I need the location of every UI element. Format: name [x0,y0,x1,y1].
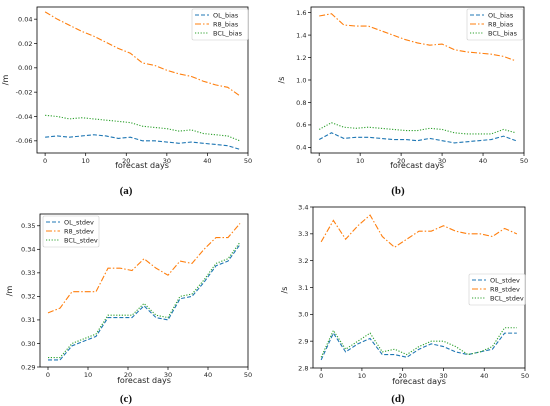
x-tick-label: 10 [358,372,366,380]
y-tick-label: 2.8 [298,364,308,372]
x-tick-label: 10 [84,371,92,379]
y-axis-label: /m [1,75,10,86]
legend-label: R8_stdev [64,227,94,235]
y-tick-label: 0.29 [21,363,35,371]
panel-label: (a) [120,185,133,197]
x-tick-label: 40 [203,157,211,165]
x-tick-label: 50 [244,371,252,379]
x-tick-label: 30 [439,372,447,380]
legend-label: OL_stdev [64,218,94,226]
legend-box [191,8,249,41]
x-tick-label: 0 [46,371,50,379]
y-tick-label: 1.4 [296,31,306,39]
chart-panel-3: 0 10 20 30 40 50 3.4 3.3 3.2 3.1 3.0 2.9 2.8/s foreca… [280,203,529,405]
legend-box [468,273,526,306]
panel-label: (c) [120,393,133,405]
x-tick-label: 0 [319,372,323,380]
y-tick-label: 3.1 [298,284,308,292]
series-line-R8_stdev [320,214,518,248]
y-tick-label: -0.06 [16,137,33,145]
y-tick-label: 0.00 [18,64,32,72]
series-line-R8_stdev [47,223,241,314]
x-tick-label: 50 [244,157,252,165]
series-line-OL_stdev [320,331,517,361]
x-tick-label: 10 [356,157,364,165]
y-tick-label: 0.32 [21,293,35,301]
x-axis-label: forecast days [392,377,446,386]
legend-label: BCL_stdev [490,294,524,302]
chart-panel-2: 0 10 20 30 40 50 0.35 0.34 0.33 0.32 0.31 0.30 0.29 /… [5,213,252,405]
x-tick-label: 0 [43,157,47,165]
y-tick-label: 0.4 [296,144,306,152]
y-tick-label: 2.9 [298,337,308,345]
series-line-BCL_stdev [320,327,517,358]
plot-frame [39,213,249,368]
y-tick-label: -0.02 [16,88,33,96]
y-tick-label: 1.6 [296,9,306,17]
panel-label: (b) [391,185,405,197]
series-line-R8_bias [319,13,516,62]
x-tick-label: 40 [479,157,487,165]
y-axis-label: /s [280,287,289,294]
legend-label: R8_bias [213,20,239,28]
series-line-BCL_stdev [48,241,241,359]
x-tick-label: 30 [438,157,446,165]
y-tick-label: 0.30 [21,340,35,348]
plot-frame [36,6,249,154]
panel-label: (d) [391,393,405,405]
x-tick-label: 20 [122,157,130,165]
legend-box [42,215,100,248]
x-tick-label: 20 [399,372,407,380]
x-tick-label: 20 [124,371,132,379]
y-tick-label: 1.2 [296,54,306,62]
legend-label: OL_stdev [490,276,520,284]
x-tick-label: 0 [317,157,321,165]
y-tick-label: 3.2 [298,257,308,265]
y-tick-label: 3.4 [298,203,308,211]
y-tick-label: 0.6 [296,121,306,129]
y-tick-label: 0.33 [21,269,35,277]
x-tick-label: 30 [163,157,171,165]
y-tick-label: -0.04 [16,113,33,121]
series-line-R8_bias [44,11,241,97]
x-tick-label: 30 [164,371,172,379]
x-tick-label: 10 [82,157,90,165]
y-tick-label: 3.3 [298,230,308,238]
chart-panel-1: 0 10 20 30 40 50 1.6 1.4 1.2 1.0 0.8 0.6 0.4/s foreca… [277,6,528,197]
legend-box [466,8,524,41]
y-tick-label: 0.34 [21,246,35,254]
y-tick-label: 0.35 [21,222,35,230]
chart-panel-0: 0 10 20 30 40 50 0.04 0.02 0.00 -0.02 -0.04 -0.06/m… [1,6,252,197]
y-tick-label: 0.8 [296,99,306,107]
x-tick-label: 20 [397,157,405,165]
y-tick-label: 3.0 [298,311,308,319]
series-line-BCL_bias [318,122,516,135]
x-axis-label: forecast days [390,161,444,170]
legend-label: R8_stdev [490,285,520,293]
legend-label: BCL_stdev [64,236,98,244]
y-tick-label: 0.31 [21,316,35,324]
y-tick-label: 1.0 [296,76,306,84]
legend-label: OL_bias [213,11,239,19]
series-line-OL_bias [318,132,516,144]
series-line-OL_bias [45,134,241,150]
series-line-OL_stdev [48,244,241,361]
y-tick-label: 0.02 [18,40,32,48]
x-axis-label: forecast days [117,376,171,385]
legend-label: R8_bias [488,20,514,28]
x-tick-label: 50 [520,157,528,165]
x-tick-label: 40 [204,371,212,379]
y-axis-label: /s [277,77,286,84]
legend-label: BCL_bias [488,29,518,37]
series-line-BCL_bias [45,114,241,142]
x-tick-label: 50 [521,372,529,380]
y-tick-label: 0.04 [18,15,32,23]
legend-label: BCL_bias [213,29,243,37]
y-axis-label: /m [5,286,14,297]
x-tick-label: 40 [480,372,488,380]
legend-label: OL_bias [488,11,514,19]
x-axis-label: forecast days [115,161,169,170]
